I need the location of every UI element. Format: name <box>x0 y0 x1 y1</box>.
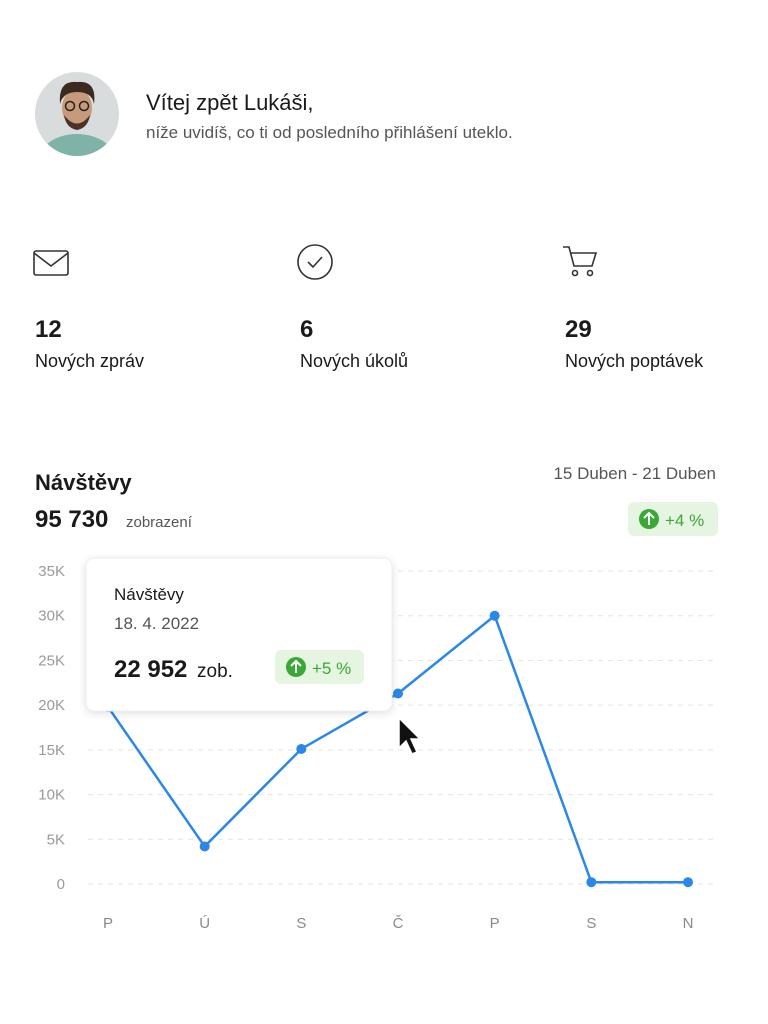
x-tick-label: Č <box>393 915 404 932</box>
x-tick-label: S <box>586 915 596 932</box>
point <box>683 877 693 888</box>
y-tick-label: 5K <box>47 831 65 848</box>
y-tick-label: 15K <box>38 742 65 759</box>
x-tick-label: S <box>296 915 306 932</box>
tooltip: Návštěvy 18. 4. 2022 22 952 zob. +5 % <box>85 557 393 712</box>
x-tick-label: P <box>490 915 500 932</box>
point <box>296 743 307 754</box>
x-tick-label: P <box>103 915 113 932</box>
cart-wheel <box>586 269 594 277</box>
cursor <box>398 716 422 755</box>
y-tick-label: 35K <box>38 563 65 580</box>
up-arrow <box>643 511 655 525</box>
task-icon-check <box>307 256 323 269</box>
avatar[interactable] <box>35 72 119 186</box>
task-icon <box>297 244 333 280</box>
tooltip-unit: zob. <box>197 661 233 682</box>
change: +4 % <box>665 511 704 530</box>
x-tick-label: Ú <box>199 915 210 932</box>
stat-label: Nových poptávek <box>565 351 704 371</box>
total-unit: zobrazení <box>126 514 193 531</box>
stat-value: 29 <box>565 316 592 343</box>
icons <box>33 244 598 280</box>
stat-label: Nových zpráv <box>35 351 144 371</box>
tooltip-value: 22 952 <box>114 656 187 683</box>
point <box>586 877 597 888</box>
y-tick-label: 20K <box>38 697 65 714</box>
greeting: Vítej zpět Lukáši, <box>146 90 314 115</box>
mail-icon <box>33 250 69 276</box>
tooltip-date: 18. 4. 2022 <box>114 614 199 633</box>
y-tick-label: 10K <box>38 787 65 804</box>
tooltip-box <box>85 557 393 712</box>
up-arrow <box>290 659 302 673</box>
y-tick-label: 0 <box>57 876 65 893</box>
point <box>489 610 500 621</box>
tooltip-title: Návštěvy <box>114 585 184 604</box>
mail-icon-flap <box>33 252 69 268</box>
stat-label: Nových úkolů <box>300 351 408 371</box>
y-tick-label: 30K <box>38 608 65 625</box>
stat-value: 12 <box>35 316 62 343</box>
point <box>393 688 403 699</box>
total: 95 730 <box>35 506 108 533</box>
cart-wheel <box>571 269 579 277</box>
y-tick-label: 25K <box>38 652 65 669</box>
tooltip-change: +5 % <box>312 659 351 678</box>
plot: 0 5K 10K 15K 20K 25K 30K 35K P Ú S Č P S N <box>38 563 718 932</box>
cart-icon <box>563 246 598 267</box>
stat-value: 6 <box>300 316 313 343</box>
point <box>199 841 210 852</box>
x-tick-label: N <box>683 915 694 932</box>
date-range: 15 Duben - 21 Duben <box>553 464 716 483</box>
chart-title: Návštěvy <box>35 470 132 495</box>
subtitle: níže uvidíš, co ti od posledního přihláš… <box>146 123 513 142</box>
